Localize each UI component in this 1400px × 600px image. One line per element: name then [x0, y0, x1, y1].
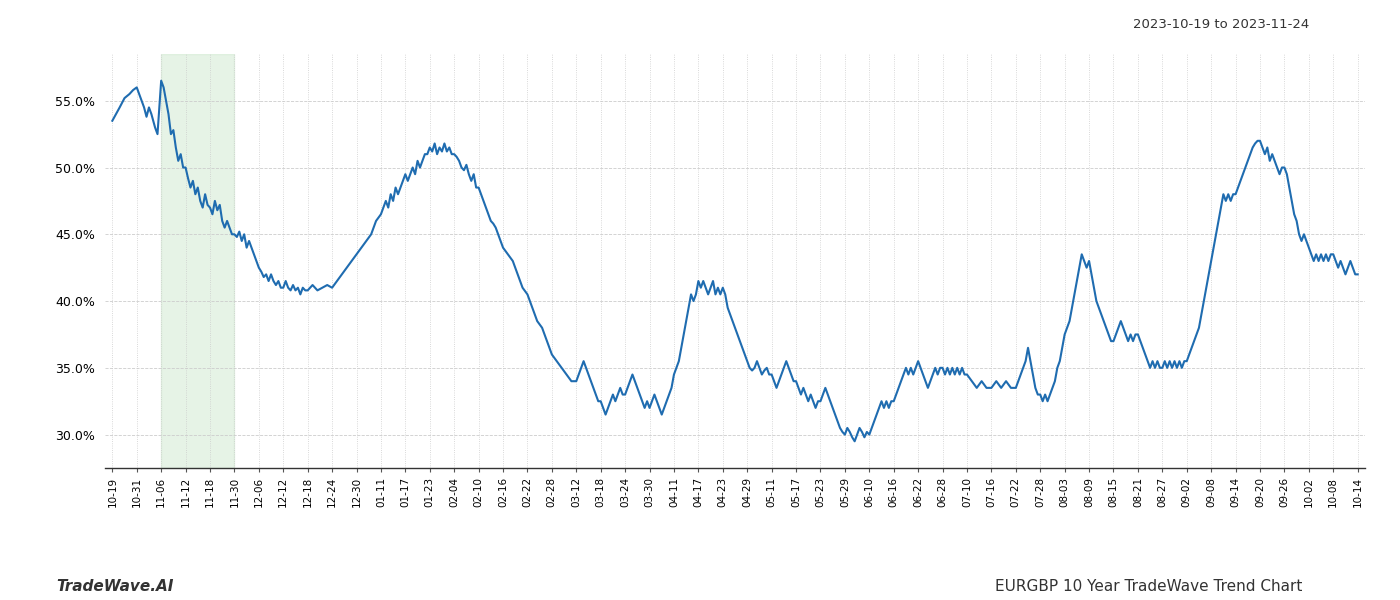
Bar	[161, 54, 234, 468]
Text: TradeWave.AI: TradeWave.AI	[56, 579, 174, 594]
Text: EURGBP 10 Year TradeWave Trend Chart: EURGBP 10 Year TradeWave Trend Chart	[994, 579, 1302, 594]
Text: 2023-10-19 to 2023-11-24: 2023-10-19 to 2023-11-24	[1133, 18, 1309, 31]
